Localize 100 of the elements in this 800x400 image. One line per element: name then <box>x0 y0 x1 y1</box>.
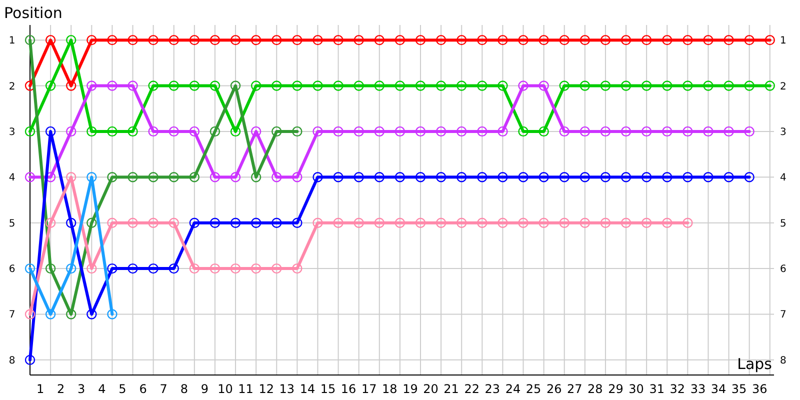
point <box>538 126 549 137</box>
point <box>374 126 384 137</box>
point <box>538 34 549 46</box>
point <box>394 34 406 46</box>
x-axis-title: Laps <box>737 355 772 373</box>
point <box>518 172 528 182</box>
point <box>148 126 158 137</box>
point <box>210 126 220 137</box>
point <box>230 126 241 137</box>
point <box>436 126 446 137</box>
point <box>744 34 754 46</box>
point <box>66 218 76 228</box>
x-tick-label: 23 <box>484 382 500 396</box>
point <box>86 126 97 137</box>
point <box>230 172 241 182</box>
point <box>498 34 508 46</box>
x-tick-label: 4 <box>98 382 106 396</box>
y2-tick-label: 6 <box>780 264 786 276</box>
point <box>107 80 118 91</box>
point <box>744 172 754 182</box>
point <box>498 126 508 137</box>
point <box>66 126 76 137</box>
point <box>168 172 179 182</box>
point <box>107 218 118 228</box>
point <box>312 34 323 46</box>
point <box>189 263 200 274</box>
y-tick-label: 2 <box>8 81 16 92</box>
point <box>333 218 344 228</box>
point <box>24 263 36 274</box>
point <box>764 34 775 46</box>
point <box>66 34 76 46</box>
x-tick-label: 17 <box>361 382 377 396</box>
point <box>662 218 672 228</box>
point <box>168 218 179 228</box>
point <box>764 80 775 91</box>
point <box>580 126 590 137</box>
point <box>374 218 384 228</box>
point <box>580 218 590 228</box>
point <box>24 126 36 137</box>
y-tick-label: 1 <box>8 36 16 47</box>
point <box>415 34 426 46</box>
point <box>456 218 467 228</box>
point <box>189 126 200 137</box>
point <box>724 34 734 46</box>
point <box>210 172 220 182</box>
x-tick-label: 13 <box>279 382 295 396</box>
point <box>620 172 632 182</box>
x-tick-label: 20 <box>423 382 438 396</box>
point <box>703 172 714 182</box>
point <box>250 34 262 46</box>
point <box>272 172 282 182</box>
y2-tick-label: 7 <box>780 310 786 321</box>
point <box>312 218 323 228</box>
point <box>210 218 220 228</box>
point <box>24 309 36 320</box>
point <box>724 172 734 182</box>
point <box>518 34 528 46</box>
x-tick-label: 14 <box>300 382 316 396</box>
point <box>559 172 570 182</box>
point <box>107 172 118 182</box>
y2-tick-label: 2 <box>780 81 786 92</box>
point <box>107 34 118 46</box>
point <box>168 126 179 137</box>
point <box>662 80 672 91</box>
x-tick-label: 2 <box>57 382 65 396</box>
point <box>518 80 528 91</box>
point <box>456 34 467 46</box>
point <box>641 80 652 91</box>
point <box>641 34 652 46</box>
point <box>703 126 714 137</box>
point <box>292 172 302 182</box>
point <box>230 218 241 228</box>
point <box>189 172 200 182</box>
point <box>703 34 714 46</box>
point <box>148 263 158 274</box>
point <box>168 263 179 274</box>
point <box>210 34 220 46</box>
point <box>210 80 220 91</box>
y2-tick-label: 3 <box>780 126 786 138</box>
point <box>168 80 179 91</box>
point <box>682 34 693 46</box>
point <box>580 34 590 46</box>
point <box>600 34 611 46</box>
point <box>498 172 508 182</box>
x-tick-label: 16 <box>340 382 356 396</box>
point <box>559 126 570 137</box>
point <box>538 172 549 182</box>
y2-tick-label: 4 <box>780 172 786 184</box>
point <box>230 34 241 46</box>
x-tick-label: 18 <box>382 382 398 396</box>
x-tick-label: 10 <box>218 382 233 396</box>
point <box>682 218 693 228</box>
point <box>292 80 302 91</box>
point <box>354 34 364 46</box>
point <box>744 126 754 137</box>
point <box>559 34 570 46</box>
x-tick-label: 3 <box>78 382 86 396</box>
x-tick-label: 28 <box>588 382 603 396</box>
point <box>24 172 36 182</box>
point <box>662 126 672 137</box>
